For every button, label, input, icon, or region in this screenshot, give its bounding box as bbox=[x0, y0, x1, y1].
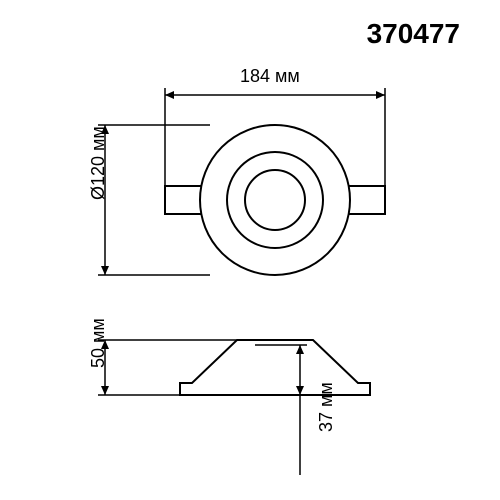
dim-diameter bbox=[98, 125, 210, 275]
side-view bbox=[180, 340, 370, 395]
label-diameter: Ø120 мм bbox=[88, 126, 109, 200]
technical-drawing: 370477 bbox=[0, 0, 500, 500]
label-height: 50 мм bbox=[88, 318, 109, 368]
label-inner: 37 мм bbox=[316, 382, 337, 432]
product-code: 370477 bbox=[367, 18, 460, 50]
label-width: 184 мм bbox=[240, 66, 300, 87]
top-view-outer-circle bbox=[200, 125, 350, 275]
